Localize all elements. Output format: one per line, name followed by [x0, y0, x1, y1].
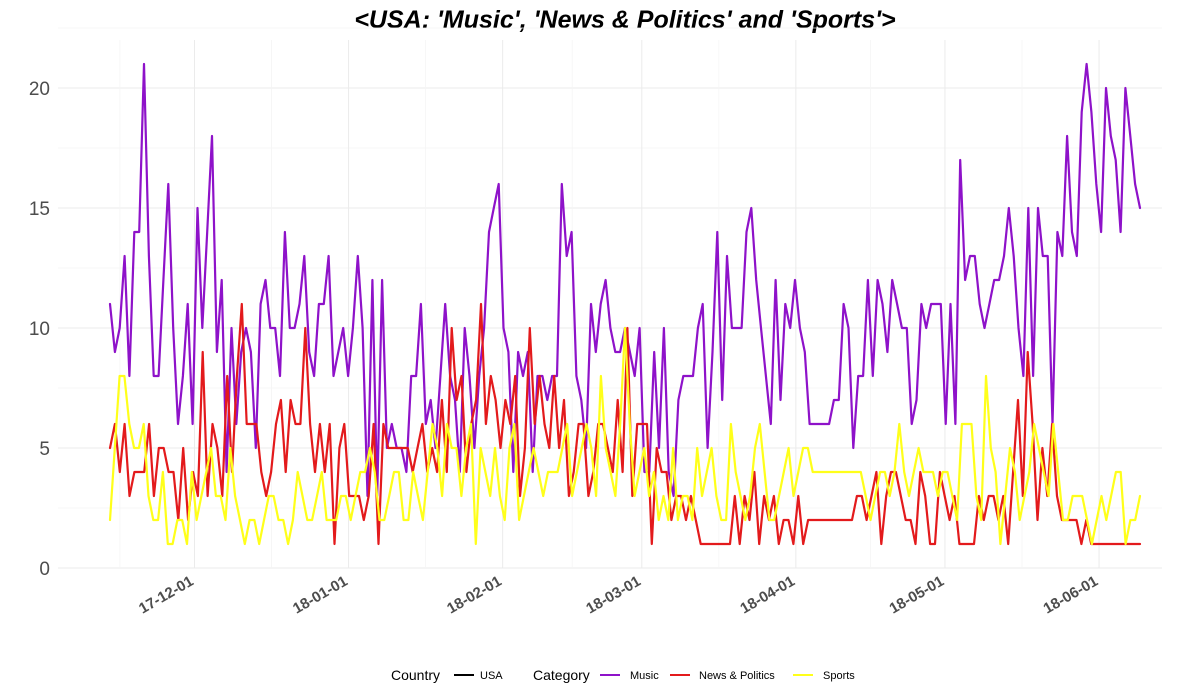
x-tick-label: 18-03-01 — [583, 573, 644, 618]
x-tick-label: 18-04-01 — [737, 573, 798, 618]
legend-label: USA — [480, 670, 503, 682]
x-tick-label: 18-02-01 — [444, 573, 505, 618]
series-line-sports — [108, 326, 1142, 546]
y-tick-label: 15 — [29, 199, 50, 220]
legend-label: Sports — [823, 670, 855, 682]
legend-title: Country — [391, 667, 440, 683]
legend: Country USA Category Music News & Politics Sp… — [391, 667, 855, 683]
x-tick-label: 18-05-01 — [886, 573, 947, 618]
x-tick-label: 18-01-01 — [290, 573, 351, 618]
y-tick-label: 20 — [29, 79, 50, 100]
x-tick-label: 18-06-01 — [1041, 573, 1102, 618]
x-tick-label: 17-12-01 — [136, 573, 197, 618]
series-lines — [108, 62, 1142, 546]
y-tick-label: 0 — [39, 559, 50, 580]
chart-title: <USA: 'Music', 'News & Politics' and 'Sp… — [354, 6, 896, 34]
legend-title: Category — [533, 667, 590, 683]
x-axis-ticks: 17-12-01 18-01-01 18-02-01 18-03-01 18-04-01… — [136, 573, 1101, 618]
legend-label: Music — [630, 670, 659, 682]
y-tick-label: 10 — [29, 319, 50, 340]
y-tick-label: 5 — [39, 439, 50, 460]
series-line-news-politics — [108, 302, 1142, 546]
legend-label: News & Politics — [699, 670, 775, 682]
y-axis-ticks: 0 5 10 15 20 — [29, 79, 50, 580]
